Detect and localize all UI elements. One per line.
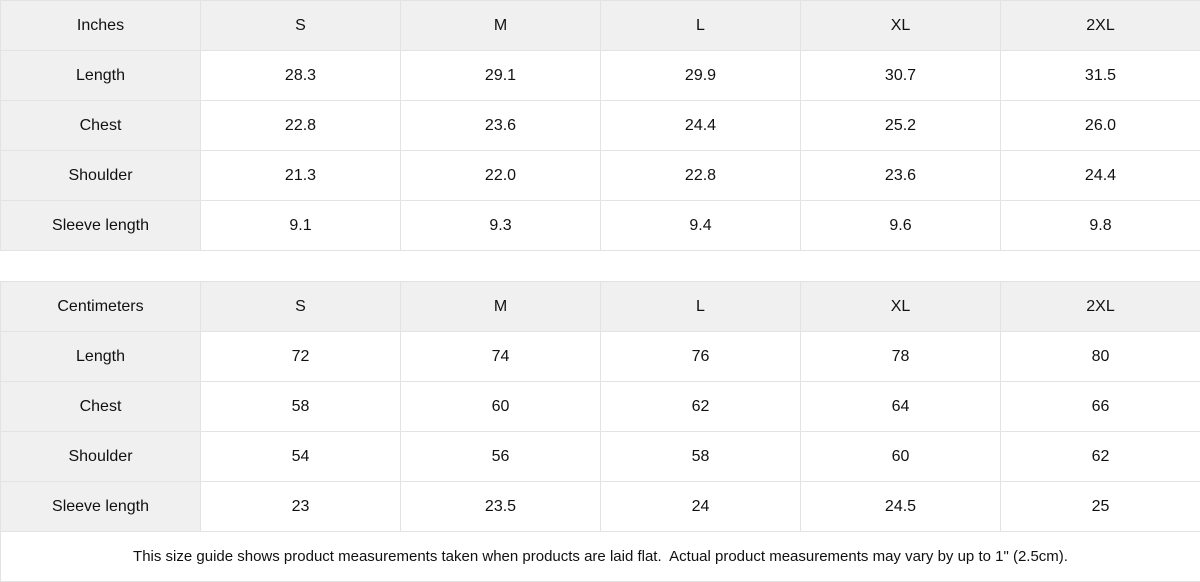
cell-length-2xl-cm: 80	[1001, 332, 1200, 382]
centimeters-header-row: Centimeters S M L XL 2XL	[1, 282, 1200, 332]
cell-chest-l-inches: 24.4	[601, 101, 801, 151]
cell-shoulder-m-cm: 56	[401, 432, 601, 482]
cell-sleeve-length-2xl-cm: 25	[1001, 482, 1200, 532]
cell-chest-s-inches: 22.8	[201, 101, 401, 151]
cell-chest-2xl-cm: 66	[1001, 382, 1200, 432]
cell-sleeve-length-l-cm: 24	[601, 482, 801, 532]
table-row: Length 28.3 29.1 29.9 30.7 31.5	[1, 51, 1200, 101]
row-label-length-inches: Length	[1, 51, 201, 101]
cell-shoulder-2xl-inches: 24.4	[1001, 151, 1200, 201]
table-row: Chest 22.8 23.6 24.4 25.2 26.0	[1, 101, 1200, 151]
table-row: Chest 58 60 62 64 66	[1, 382, 1200, 432]
row-label-shoulder-inches: Shoulder	[1, 151, 201, 201]
cell-length-2xl-inches: 31.5	[1001, 51, 1200, 101]
inches-column-header-2xl: 2XL	[1001, 1, 1200, 51]
cell-shoulder-s-inches: 21.3	[201, 151, 401, 201]
table-row: Shoulder 21.3 22.0 22.8 23.6 24.4	[1, 151, 1200, 201]
centimeters-column-header-xl: XL	[801, 282, 1001, 332]
table-spacer-cell	[1, 251, 1200, 282]
cell-shoulder-xl-cm: 60	[801, 432, 1001, 482]
centimeters-unit-label: Centimeters	[1, 282, 201, 332]
cell-sleeve-length-l-inches: 9.4	[601, 201, 801, 251]
row-label-shoulder-cm: Shoulder	[1, 432, 201, 482]
cell-sleeve-length-2xl-inches: 9.8	[1001, 201, 1200, 251]
cell-chest-m-inches: 23.6	[401, 101, 601, 151]
cell-chest-s-cm: 58	[201, 382, 401, 432]
cell-chest-m-cm: 60	[401, 382, 601, 432]
cell-sleeve-length-s-cm: 23	[201, 482, 401, 532]
cell-sleeve-length-xl-cm: 24.5	[801, 482, 1001, 532]
centimeters-column-header-m: M	[401, 282, 601, 332]
row-label-chest-cm: Chest	[1, 382, 201, 432]
table-row: Sleeve length 9.1 9.3 9.4 9.6 9.8	[1, 201, 1200, 251]
inches-column-header-m: M	[401, 1, 601, 51]
cell-shoulder-2xl-cm: 62	[1001, 432, 1200, 482]
cell-length-s-inches: 28.3	[201, 51, 401, 101]
table-row: Length 72 74 76 78 80	[1, 332, 1200, 382]
size-guide-footnote: This size guide shows product measuremen…	[1, 532, 1200, 582]
cell-chest-xl-cm: 64	[801, 382, 1001, 432]
cell-length-l-inches: 29.9	[601, 51, 801, 101]
centimeters-column-header-s: S	[201, 282, 401, 332]
cell-shoulder-l-inches: 22.8	[601, 151, 801, 201]
centimeters-column-header-2xl: 2XL	[1001, 282, 1200, 332]
cell-sleeve-length-m-inches: 9.3	[401, 201, 601, 251]
row-label-chest-inches: Chest	[1, 101, 201, 151]
cell-shoulder-s-cm: 54	[201, 432, 401, 482]
inches-header-row: Inches S M L XL 2XL	[1, 1, 1200, 51]
cell-chest-xl-inches: 25.2	[801, 101, 1001, 151]
centimeters-column-header-l: L	[601, 282, 801, 332]
inches-unit-label: Inches	[1, 1, 201, 51]
size-guide-footnote-row: This size guide shows product measuremen…	[1, 532, 1200, 582]
row-label-length-cm: Length	[1, 332, 201, 382]
cell-length-xl-inches: 30.7	[801, 51, 1001, 101]
table-row: Sleeve length 23 23.5 24 24.5 25	[1, 482, 1200, 532]
cell-sleeve-length-s-inches: 9.1	[201, 201, 401, 251]
cell-chest-l-cm: 62	[601, 382, 801, 432]
table-row: Shoulder 54 56 58 60 62	[1, 432, 1200, 482]
cell-length-s-cm: 72	[201, 332, 401, 382]
inches-column-header-xl: XL	[801, 1, 1001, 51]
table-spacer-row	[1, 251, 1200, 282]
inches-column-header-s: S	[201, 1, 401, 51]
row-label-sleeve-length-cm: Sleeve length	[1, 482, 201, 532]
cell-shoulder-m-inches: 22.0	[401, 151, 601, 201]
row-label-sleeve-length-inches: Sleeve length	[1, 201, 201, 251]
cell-chest-2xl-inches: 26.0	[1001, 101, 1200, 151]
cell-length-m-cm: 74	[401, 332, 601, 382]
inches-column-header-l: L	[601, 1, 801, 51]
cell-length-m-inches: 29.1	[401, 51, 601, 101]
cell-length-l-cm: 76	[601, 332, 801, 382]
cell-shoulder-l-cm: 58	[601, 432, 801, 482]
cell-sleeve-length-xl-inches: 9.6	[801, 201, 1001, 251]
cell-shoulder-xl-inches: 23.6	[801, 151, 1001, 201]
cell-sleeve-length-m-cm: 23.5	[401, 482, 601, 532]
cell-length-xl-cm: 78	[801, 332, 1001, 382]
